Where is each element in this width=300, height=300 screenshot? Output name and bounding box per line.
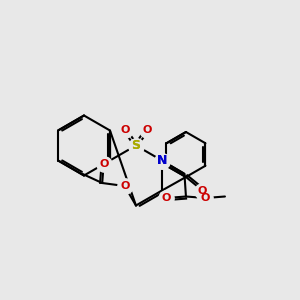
Text: O: O xyxy=(120,124,130,134)
Text: O: O xyxy=(162,193,171,203)
Text: O: O xyxy=(99,158,108,169)
Text: S: S xyxy=(131,139,140,152)
Text: N: N xyxy=(157,154,167,167)
Text: S: S xyxy=(131,139,140,152)
Text: O: O xyxy=(201,193,210,203)
Text: O: O xyxy=(198,185,207,196)
Text: O: O xyxy=(142,124,152,134)
Text: O: O xyxy=(120,181,129,191)
Text: N: N xyxy=(157,154,167,167)
